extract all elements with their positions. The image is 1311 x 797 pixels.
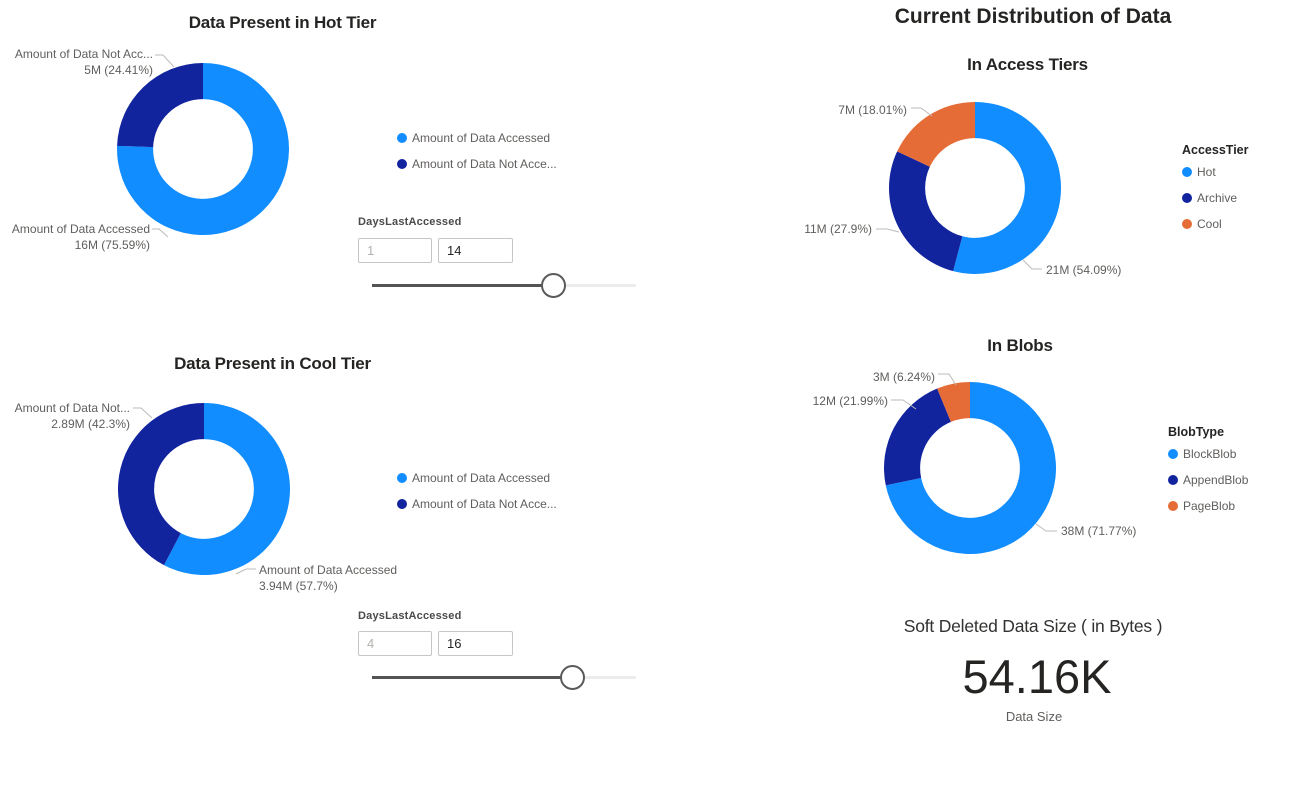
access-legend-item-archive[interactable]: Archive <box>1182 191 1237 205</box>
access-legend-item-hot[interactable]: Hot <box>1182 165 1216 179</box>
hot-slicer-handle[interactable] <box>541 273 566 298</box>
hot-slicer-max-input[interactable] <box>438 238 513 263</box>
cool-slicer-max-input[interactable] <box>438 631 513 656</box>
access-legend-title: AccessTier <box>1182 143 1249 157</box>
soft-deleted-card-label: Data Size <box>1005 709 1063 724</box>
access-tiers-subtitle: In Access Tiers <box>967 55 1088 74</box>
cool-slicer-field-label: DaysLastAccessed <box>358 610 462 622</box>
legend-dot-navy-icon <box>1168 474 1178 485</box>
hot-callout-accessed: Amount of Data Accessed 16M (75.59%) <box>11 222 150 252</box>
donut-slice-AppendBlob[interactable] <box>884 388 951 486</box>
legend-dot-blue-icon <box>397 472 407 483</box>
legend-dot-navy-icon <box>397 498 407 509</box>
access-callout-hot: 21M (54.09%) <box>1046 263 1122 277</box>
cool-slicer-min-input[interactable] <box>358 631 432 656</box>
cool-legend-item-not-accessed[interactable]: Amount of Data Not Acce... <box>397 497 557 511</box>
blobs-subtitle: In Blobs <box>987 336 1053 355</box>
blobs-legend-item-blockblob[interactable]: BlockBlob <box>1168 447 1236 461</box>
legend-dot-blue-icon <box>1182 166 1192 177</box>
distribution-title: Current Distribution of Data <box>894 5 1172 28</box>
donut-slice-Amount of Data Not Accessed[interactable] <box>118 403 204 566</box>
blobs-donut-chart[interactable] <box>884 382 1056 554</box>
legend-dot-orange-icon <box>1168 500 1178 511</box>
access-tiers-donut-chart[interactable] <box>889 102 1061 274</box>
cool-slicer-handle[interactable] <box>560 665 585 690</box>
soft-deleted-card-value: 54.16K <box>962 650 1112 703</box>
cool-legend-item-accessed[interactable]: Amount of Data Accessed <box>397 471 550 485</box>
donut-slice-PageBlob[interactable] <box>937 382 970 422</box>
hot-slicer-track[interactable] <box>372 273 636 298</box>
hot-slicer-min-input[interactable] <box>358 238 432 263</box>
cool-slicer-track-fill <box>372 676 572 679</box>
donut-slice-Cool[interactable] <box>897 102 975 167</box>
cool-callout-not-accessed: Amount of Data Not... 2.89M (42.3%) <box>14 401 130 431</box>
legend-dot-orange-icon <box>1182 218 1192 229</box>
donut-slice-Archive[interactable] <box>889 151 963 272</box>
cool-slicer-track[interactable] <box>372 665 636 690</box>
hot-tier-title: Data Present in Hot Tier <box>188 13 377 32</box>
blobs-legend-item-pageblob[interactable]: PageBlob <box>1168 499 1235 513</box>
donut-slice-Amount of Data Accessed[interactable] <box>117 63 289 235</box>
blobs-callout-page: 3M (6.24%) <box>872 370 935 384</box>
access-legend-item-cool[interactable]: Cool <box>1182 217 1222 231</box>
cool-tier-title: Data Present in Cool Tier <box>174 354 371 373</box>
soft-deleted-card-title: Soft Deleted Data Size ( in Bytes ) <box>903 616 1163 636</box>
hot-legend-item-not-accessed[interactable]: Amount of Data Not Acce... <box>397 157 557 171</box>
blobs-legend-item-appendblob[interactable]: AppendBlob <box>1168 473 1248 487</box>
donut-slice-Amount of Data Not Accessed[interactable] <box>117 63 203 148</box>
blobs-legend-title: BlobType <box>1168 425 1225 439</box>
hot-slicer-track-fill <box>372 284 553 287</box>
access-callout-archive: 11M (27.9%) <box>804 222 872 236</box>
hot-slicer-field-label: DaysLastAccessed <box>358 216 462 228</box>
hot-callout-not-accessed: Amount of Data Not Acc... 5M (24.41%) <box>14 47 153 77</box>
blobs-callout-block: 38M (71.77%) <box>1061 524 1137 538</box>
hot-legend-item-accessed[interactable]: Amount of Data Accessed <box>397 131 550 145</box>
legend-dot-navy-icon <box>397 158 407 169</box>
cool-tier-donut-chart[interactable] <box>118 403 290 575</box>
access-callout-cool: 7M (18.01%) <box>838 103 907 117</box>
blobs-callout-append: 12M (21.99%) <box>812 394 888 408</box>
hot-tier-donut-chart[interactable] <box>117 63 289 235</box>
donut-slice-BlockBlob[interactable] <box>885 382 1056 554</box>
legend-dot-blue-icon <box>397 132 407 143</box>
cool-callout-accessed: Amount of Data Accessed 3.94M (57.7%) <box>259 563 398 593</box>
legend-dot-navy-icon <box>1182 192 1192 203</box>
donut-slice-Amount of Data Accessed[interactable] <box>163 403 290 575</box>
donut-slice-Hot[interactable] <box>953 102 1061 274</box>
legend-dot-blue-icon <box>1168 448 1178 459</box>
